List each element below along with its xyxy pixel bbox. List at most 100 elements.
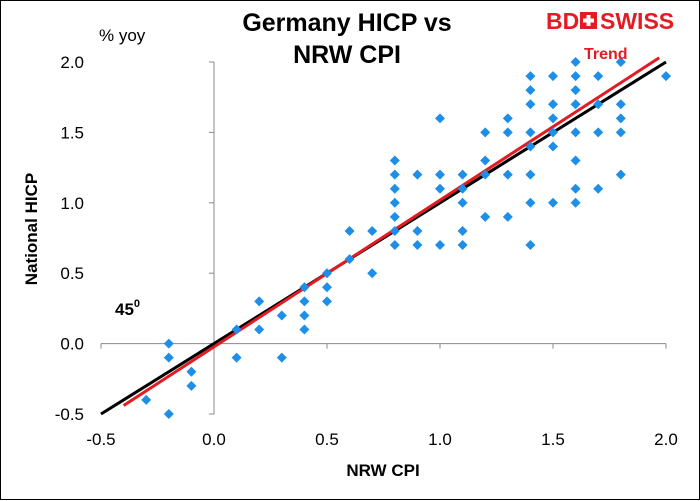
data-point: [548, 197, 558, 208]
data-point: [231, 324, 242, 335]
data-point: [367, 268, 378, 279]
data-point: [186, 366, 197, 377]
data-point: [389, 183, 400, 194]
y-tick-labels: -0.5 0.0 0.5 1.0 1.5 2.0: [55, 53, 214, 424]
data-point: [457, 240, 468, 251]
data-point: [457, 225, 468, 236]
data-point: [548, 113, 558, 124]
x-tick-label: 0.5: [315, 430, 339, 449]
x-tick-label: -0.5: [86, 430, 115, 449]
data-point: [163, 352, 174, 363]
data-point: [254, 296, 265, 307]
y-unit-label: % yoy: [99, 26, 146, 45]
data-point: [525, 71, 536, 82]
y-axis-title: National HICP: [22, 173, 41, 285]
data-point: [570, 85, 581, 96]
data-point: [163, 338, 174, 349]
data-point: [570, 71, 581, 82]
forty-five-degree-label: 450: [115, 298, 140, 319]
data-point: [525, 127, 536, 138]
data-point: [548, 127, 558, 138]
data-points: [141, 57, 671, 419]
y-tick-label: 1.5: [60, 123, 84, 142]
data-point: [570, 183, 581, 194]
data-point: [525, 85, 536, 96]
data-point: [389, 225, 400, 236]
data-point: [615, 169, 626, 180]
chart-title-line2: NRW CPI: [293, 41, 401, 69]
data-point: [299, 282, 310, 293]
data-point: [389, 169, 400, 180]
data-point: [525, 240, 536, 251]
data-point: [344, 254, 355, 265]
bdswiss-logo: BD SWISS: [546, 8, 674, 34]
data-point: [593, 183, 604, 194]
data-point: [480, 127, 491, 138]
data-point: [502, 169, 513, 180]
data-point: [299, 310, 310, 321]
data-point: [186, 380, 197, 391]
data-point: [615, 127, 626, 138]
data-point: [570, 99, 581, 110]
data-point: [548, 141, 558, 152]
data-point: [412, 169, 423, 180]
data-point: [367, 225, 378, 236]
data-point: [480, 155, 491, 166]
data-point: [548, 71, 558, 82]
data-point: [389, 197, 400, 208]
data-point: [435, 240, 445, 251]
data-point: [615, 99, 626, 110]
x-tick-label: 1.5: [541, 430, 565, 449]
data-point: [480, 211, 491, 222]
data-point: [389, 155, 400, 166]
x-tick-labels: -0.5 0.0 0.5 1.0 1.5 2.0: [86, 343, 678, 449]
data-point: [457, 197, 468, 208]
axes: [101, 62, 666, 414]
data-point: [322, 296, 332, 307]
data-point: [435, 169, 445, 180]
data-point: [480, 169, 491, 180]
data-point: [299, 296, 310, 307]
data-point: [502, 127, 513, 138]
x-tick-label: 0.0: [202, 430, 226, 449]
y-tick-label: -0.5: [55, 405, 84, 424]
x-tick-label: 1.0: [428, 430, 452, 449]
data-point: [593, 127, 604, 138]
data-point: [344, 225, 355, 236]
data-point: [525, 197, 536, 208]
data-point: [548, 99, 558, 110]
y-tick-label: 0.5: [60, 264, 84, 283]
y-tick-label: 1.0: [60, 194, 84, 213]
logo-text-bd: BD: [546, 8, 579, 34]
data-point: [435, 183, 445, 194]
data-point: [570, 155, 581, 166]
data-point: [570, 57, 581, 67]
data-point: [593, 71, 604, 82]
data-point: [254, 324, 265, 335]
data-point: [525, 141, 536, 152]
data-point: [661, 71, 671, 82]
data-point: [412, 225, 423, 236]
data-point: [525, 169, 536, 180]
data-point: [389, 240, 400, 251]
data-point: [615, 113, 626, 124]
logo-text-swiss: SWISS: [600, 8, 674, 34]
y-tick-label: 2.0: [60, 53, 84, 72]
swiss-cross-icon: [580, 12, 597, 29]
data-point: [615, 57, 626, 67]
data-point: [231, 352, 242, 363]
degree-superscript: 0: [134, 298, 140, 310]
data-point: [412, 240, 423, 251]
data-point: [322, 282, 332, 293]
data-point: [322, 268, 332, 279]
data-point: [570, 127, 581, 138]
data-point: [570, 197, 581, 208]
data-point: [299, 324, 310, 335]
trend-line-label: Trend: [584, 46, 628, 63]
forty-five-degree-number: 45: [115, 300, 134, 319]
data-point: [163, 409, 174, 419]
data-point: [389, 211, 400, 222]
x-tick-label: 2.0: [654, 430, 678, 449]
